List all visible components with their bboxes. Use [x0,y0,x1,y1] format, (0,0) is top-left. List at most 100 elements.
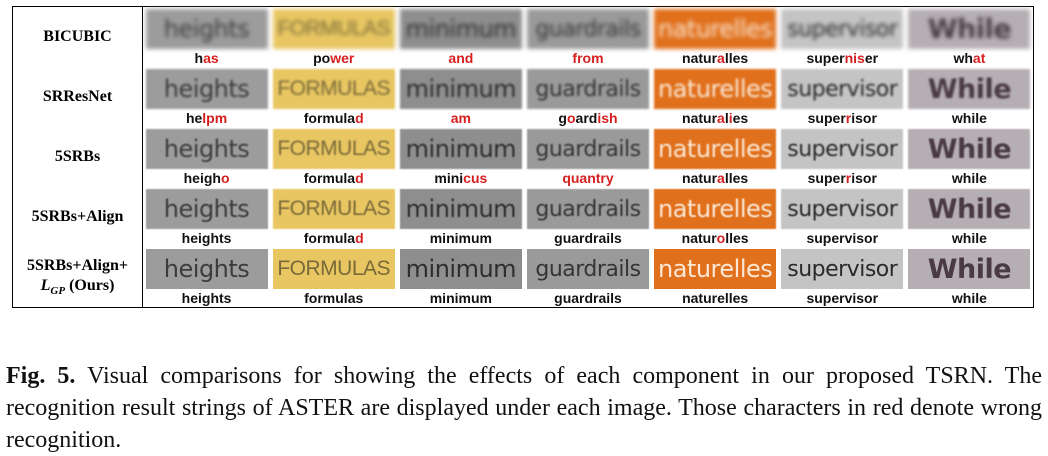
text-image-thumbnail: supervisor [781,249,904,289]
result-cell: guardrails from [524,7,651,67]
result-cell: minimum am [397,67,524,127]
result-cell: While while [906,247,1033,307]
row-label: 5SRBs+Align+ LGP (Ours) [13,247,143,307]
result-cell: guardrails guardrails [524,247,651,307]
result-cell: guardrails guardrails [524,187,651,247]
result-cell: naturelles naturalies [652,67,779,127]
text-image-thumbnail: FORMULAS [272,129,395,169]
text-image-thumbnail: minimum [399,129,522,169]
recognition-result: formulad [303,230,364,246]
recognition-result: while [951,170,987,186]
text-image-thumbnail: While [908,249,1031,289]
result-cell: While while [906,127,1033,187]
result-cell: heights heigho [143,127,270,187]
recognition-result: superrisor [807,170,877,186]
text-image-thumbnail: While [908,9,1031,49]
text-image-thumbnail: supervisor [781,129,904,169]
recognition-result: while [951,230,987,246]
result-cell: minimum minicus [397,127,524,187]
text-image-thumbnail: guardrails [526,9,649,49]
result-cell: supervisor supervisor [779,247,906,307]
result-cell: FORMULAS formulad [270,187,397,247]
result-cell: heights heights [143,187,270,247]
result-cell: naturelles naturalles [652,7,779,67]
result-cell: supervisor superniser [779,7,906,67]
text-image-thumbnail: heights [145,69,268,109]
result-cell: guardrails goardish [524,67,651,127]
recognition-result: from [572,50,604,66]
text-image-thumbnail: naturelles [654,189,777,229]
recognition-result: what [953,50,986,66]
result-cell: guardrails quantry [524,127,651,187]
text-image-thumbnail: While [908,129,1031,169]
text-image-thumbnail: supervisor [781,189,904,229]
recognition-result: minimum [429,290,492,306]
text-image-thumbnail: FORMULAS [272,69,395,109]
result-cell: naturelles naturelles [652,247,779,307]
result-cell: FORMULAS power [270,7,397,67]
result-cell: minimum minimum [397,247,524,307]
recognition-result: has [194,50,219,66]
row-label-line: 5SRBs+Align+ [27,256,128,274]
result-cell: heights heights [143,247,270,307]
result-cell: While while [906,187,1033,247]
recognition-result: minicus [434,170,488,186]
recognition-result: heigho [183,170,230,186]
text-image-thumbnail: heights [145,189,268,229]
text-image-thumbnail: minimum [399,249,522,289]
text-image-thumbnail: FORMULAS [272,249,395,289]
comparison-table: BICUBIC heights has FORMULAS power minimum and… [12,6,1034,308]
recognition-result: guardrails [554,230,622,246]
text-image-thumbnail: guardrails [526,69,649,109]
text-image-thumbnail: While [908,69,1031,109]
recognition-result: helpm [185,110,228,126]
recognition-result: formulad [303,110,364,126]
recognition-result: and [448,50,474,66]
recognition-result: am [450,110,471,126]
text-image-thumbnail: heights [145,129,268,169]
result-cell: supervisor supervisor [779,187,906,247]
row-label: SRResNet [13,67,143,127]
recognition-result: heights [181,290,232,306]
result-cell: While what [906,7,1033,67]
text-image-thumbnail: guardrails [526,129,649,169]
recognition-result: naturalles [682,50,749,66]
result-cell: heights helpm [143,67,270,127]
text-image-thumbnail: minimum [399,9,522,49]
text-image-thumbnail: naturelles [654,9,777,49]
recognition-result: supervisor [806,290,879,306]
result-cell: supervisor superrisor [779,67,906,127]
text-image-thumbnail: guardrails [526,249,649,289]
recognition-result: goardish [558,110,618,126]
text-image-thumbnail: supervisor [781,69,904,109]
text-image-thumbnail: naturelles [654,129,777,169]
recognition-result: guardrails [554,290,622,306]
recognition-result: naturalies [682,110,749,126]
result-cell: While while [906,67,1033,127]
row-label: 5SRBs+Align [13,187,143,247]
result-cell: FORMULAS formulas [270,247,397,307]
row-label: BICUBIC [13,7,143,67]
caption-text: Visual comparisons for showing the effec… [6,363,1042,453]
recognition-result: superrisor [807,110,877,126]
recognition-result: supervisor [806,230,879,246]
recognition-result: formulas [304,290,364,306]
text-image-thumbnail: heights [145,9,268,49]
text-image-thumbnail: minimum [399,69,522,109]
recognition-result: naturolles [681,230,749,246]
row-label-line: LGP (Ours) [40,276,115,297]
text-image-thumbnail: naturelles [654,249,777,289]
recognition-result: naturelles [682,290,749,306]
recognition-result: power [313,50,355,66]
result-cell: FORMULAS formulad [270,127,397,187]
result-cell: heights has [143,7,270,67]
result-cell: minimum and [397,7,524,67]
text-image-thumbnail: supervisor [781,9,904,49]
text-image-thumbnail: guardrails [526,189,649,229]
recognition-result: heights [181,230,232,246]
recognition-result: while [951,290,987,306]
recognition-result: naturalles [682,170,749,186]
result-cell: supervisor superrisor [779,127,906,187]
recognition-result: formulad [303,170,364,186]
result-cell: minimum minimum [397,187,524,247]
